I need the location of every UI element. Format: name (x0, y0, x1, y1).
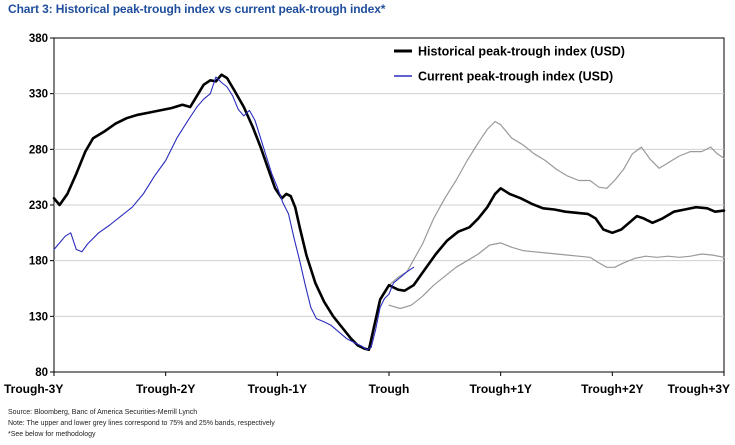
series-line-historical (52, 73, 726, 351)
x-tick-label: Trough (369, 382, 410, 396)
y-tick-label: 80 (35, 367, 48, 379)
y-tick-label: 280 (29, 144, 48, 156)
footnote-source: Source: Bloomberg, Banc of America Secur… (8, 409, 198, 416)
y-axis: 80 130 180 230 280 330 380 (29, 33, 54, 379)
footnote-note: Note: The upper and lower grey lines cor… (8, 420, 275, 427)
legend-label-historical: Historical peak-trough index (USD) (418, 45, 625, 59)
horizontal-gridlines (54, 93, 724, 317)
series-line-band (388, 120, 725, 286)
x-axis: Trough-3Y Trough-2Y Trough-1Y Trough Trough+… (4, 372, 730, 396)
x-tick-label: Trough-2Y (136, 382, 195, 396)
x-tick-label: Trough+2Y (581, 382, 643, 396)
x-tick-label: Trough+3Y (668, 382, 730, 396)
chart-title: Chart 3: Historical peak-trough index vs… (8, 2, 386, 16)
x-tick-label: Trough+1Y (469, 382, 531, 396)
series-line-band (388, 242, 725, 310)
footnote-methodology: *See below for methodology (8, 431, 96, 438)
y-tick-label: 330 (29, 89, 48, 101)
y-tick-label: 380 (29, 33, 48, 45)
series-line-current (53, 76, 415, 351)
legend-label-current: Current peak-trough index (USD) (418, 70, 613, 84)
y-tick-label: 230 (29, 200, 48, 212)
x-tick-label: Trough-3Y (4, 382, 63, 396)
legend: Historical peak-trough index (USD) Curren… (394, 45, 625, 84)
x-tick-label: Trough-1Y (248, 382, 307, 396)
y-tick-label: 180 (29, 256, 48, 268)
series-layer (52, 73, 726, 351)
y-tick-label: 130 (29, 311, 48, 323)
